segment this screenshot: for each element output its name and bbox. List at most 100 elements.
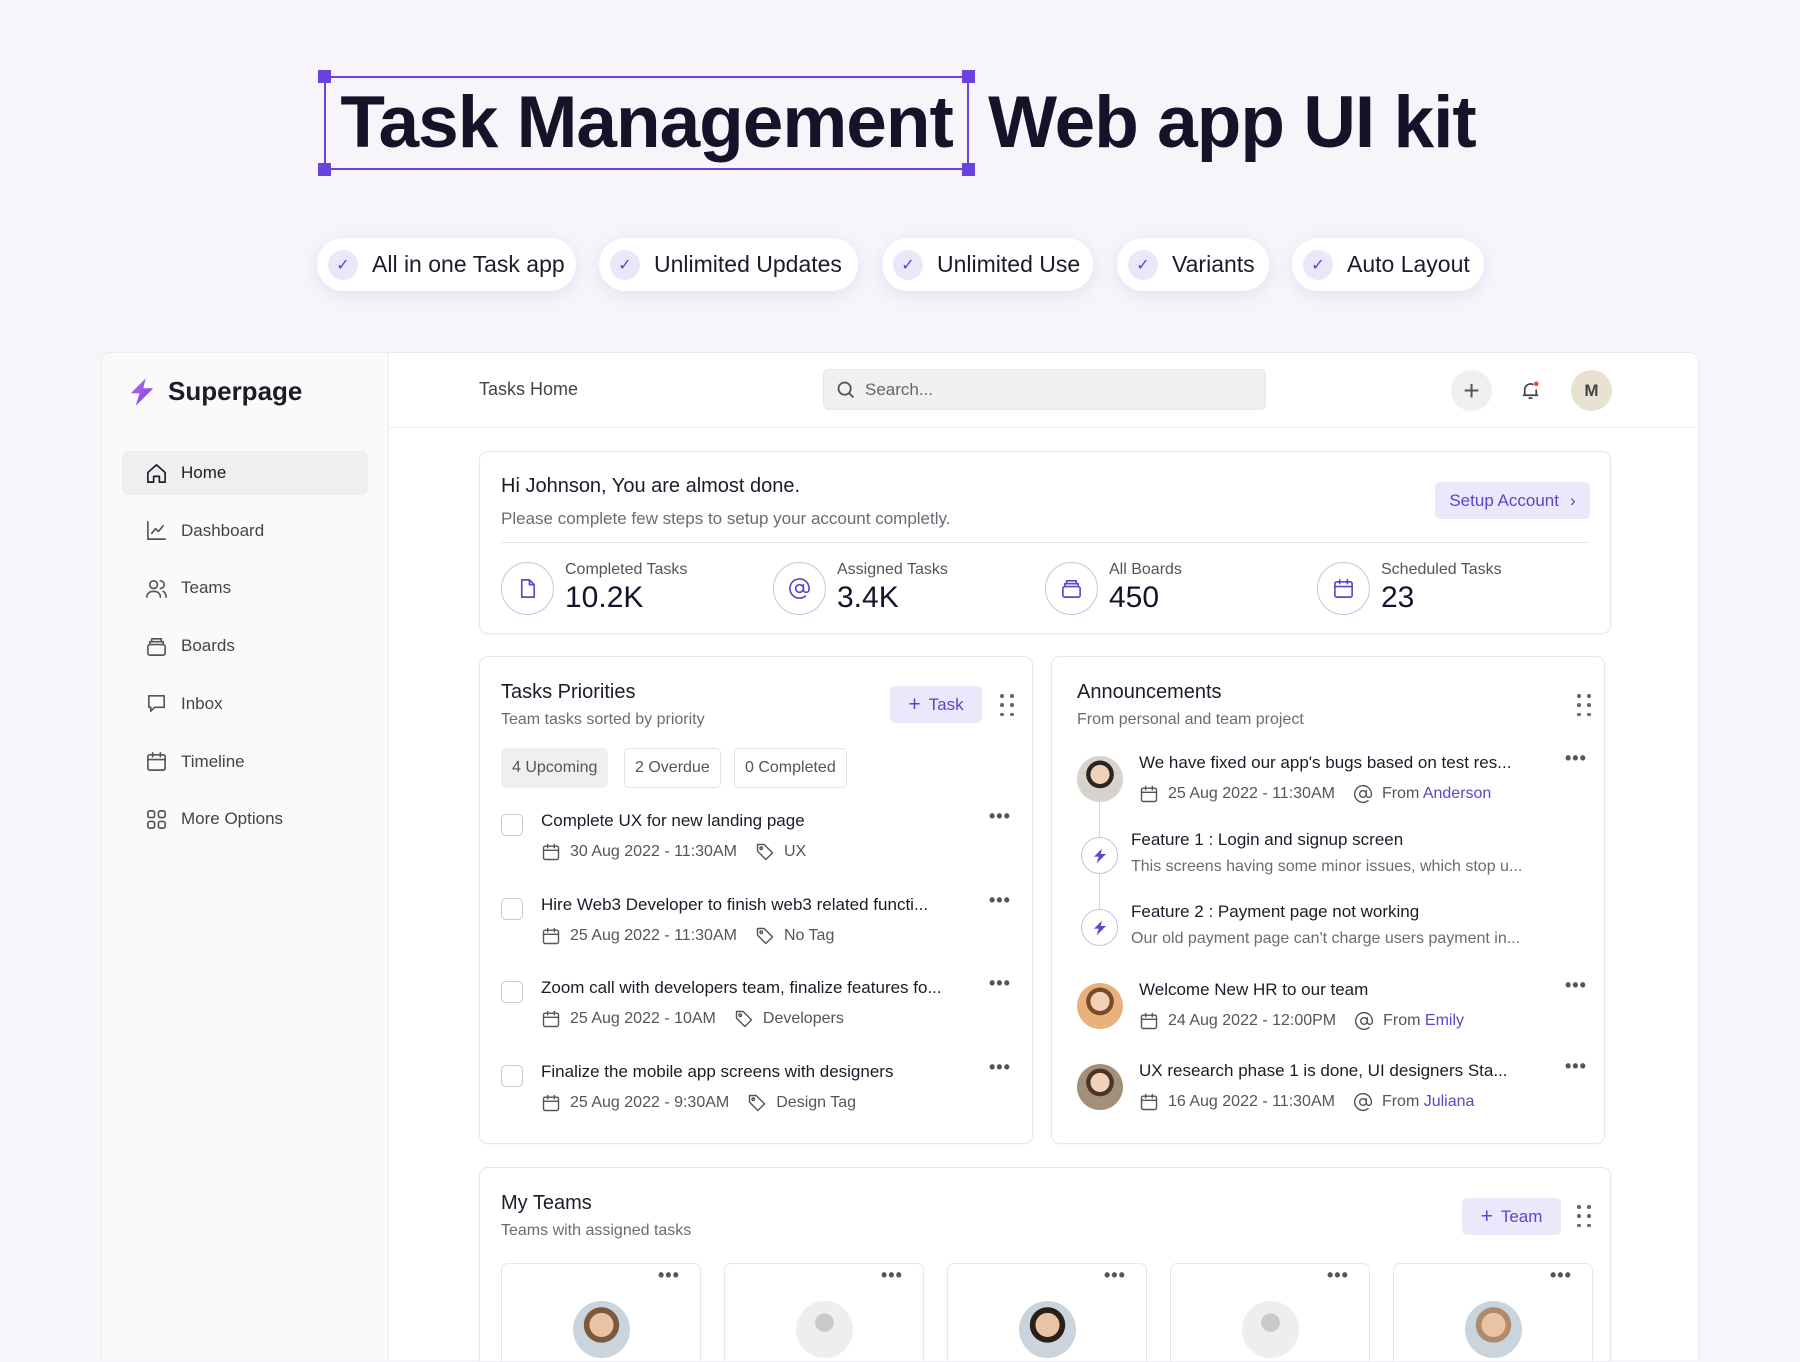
sidebar-item-label: Dashboard — [181, 520, 265, 540]
stat-completed-tasks: Completed Tasks 10.2K — [501, 561, 687, 615]
add-task-button[interactable]: + Task — [890, 686, 982, 723]
team-card[interactable]: ••• — [501, 1263, 701, 1362]
chart-icon — [147, 521, 166, 541]
boards-icon — [147, 637, 166, 656]
team-avatar — [573, 1301, 630, 1358]
task-checkbox[interactable] — [501, 897, 523, 920]
drag-handle-icon[interactable] — [1577, 694, 1591, 717]
stat-scheduled-tasks: Scheduled Tasks 23 — [1317, 561, 1502, 615]
divider — [501, 542, 1589, 543]
calendar-icon — [147, 752, 166, 771]
more-options-icon[interactable]: ••• — [658, 1265, 680, 1285]
task-date: 25 Aug 2022 - 10AM — [570, 1010, 716, 1027]
sidebar-item-dashboard[interactable]: Dashboard — [122, 509, 368, 553]
author-avatar[interactable] — [1077, 756, 1123, 802]
grid-icon — [147, 809, 166, 829]
more-options-icon[interactable]: ••• — [989, 973, 1011, 993]
stat-label: Completed Tasks — [565, 561, 688, 578]
bell-icon[interactable] — [1519, 379, 1542, 402]
brand[interactable]: Superpage — [127, 376, 302, 407]
team-avatar — [1242, 1301, 1299, 1358]
search-icon — [837, 381, 854, 398]
brand-name: Superpage — [168, 376, 303, 406]
from-label: From — [1381, 785, 1420, 802]
team-avatar — [1465, 1301, 1522, 1358]
announcement-date: 16 Aug 2022 - 11:30AM — [1168, 1093, 1335, 1110]
sidebar-item-inbox[interactable]: Inbox — [122, 682, 368, 726]
announcements-subtitle: From personal and team project — [1077, 711, 1304, 728]
add-team-button[interactable]: + Team — [1462, 1198, 1561, 1235]
feature-title[interactable]: Feature 1 : Login and signup screen — [1131, 830, 1404, 849]
add-team-label: Team — [1500, 1206, 1543, 1226]
setup-account-button[interactable]: Setup Account › — [1435, 482, 1590, 519]
task-tag: UX — [783, 843, 807, 860]
from-label: From — [1381, 1093, 1420, 1110]
task-title[interactable]: Hire Web3 Developer to finish web3 relat… — [541, 894, 929, 914]
announcement-title[interactable]: UX research phase 1 is done, UI designer… — [1139, 1061, 1508, 1080]
check-icon: ✓ — [1303, 249, 1333, 280]
author-avatar[interactable] — [1077, 983, 1123, 1029]
stat-value: 3.4K — [837, 581, 899, 614]
task-tag: No Tag — [783, 926, 835, 944]
sidebar-item-timeline[interactable]: Timeline — [122, 740, 368, 784]
add-button[interactable]: + — [1451, 370, 1492, 411]
selection-box: Task Management — [318, 70, 975, 176]
drag-handle-icon[interactable] — [1577, 1205, 1591, 1228]
search-input[interactable]: Search... — [823, 369, 1266, 410]
users-icon — [146, 579, 167, 598]
more-options-icon[interactable]: ••• — [1565, 975, 1587, 995]
author-name[interactable]: Emily — [1424, 1012, 1465, 1029]
filter-tab[interactable]: 0 Completed — [734, 748, 847, 788]
more-options-icon[interactable]: ••• — [1327, 1265, 1349, 1285]
team-card[interactable]: ••• — [947, 1263, 1147, 1362]
sidebar-item-label: Home — [181, 463, 227, 482]
filter-tab[interactable]: 2 Overdue — [624, 748, 721, 788]
app-window: Superpage Home Dashboard Teams Boards Inbox T… — [101, 352, 1699, 1362]
task-title[interactable]: Finalize the mobile app screens with des… — [541, 1061, 894, 1081]
stat-all-boards: All Boards 450 — [1045, 561, 1182, 615]
more-options-icon[interactable]: ••• — [989, 806, 1011, 826]
at-icon — [1355, 1012, 1374, 1031]
announcement-title[interactable]: Welcome New HR to our team — [1139, 980, 1369, 999]
more-options-icon[interactable]: ••• — [1565, 748, 1587, 768]
task-checkbox[interactable] — [501, 1064, 523, 1087]
team-card[interactable]: ••• — [1393, 1263, 1593, 1362]
hero-title-rest: Web app UI kit — [988, 82, 1477, 163]
drag-handle-icon[interactable] — [1000, 694, 1014, 717]
more-options-icon[interactable]: ••• — [989, 889, 1011, 910]
calendar-icon — [542, 1094, 560, 1111]
task-checkbox[interactable] — [501, 814, 523, 836]
calendar-icon — [1140, 785, 1158, 803]
filter-tab[interactable]: 4 Upcoming — [501, 748, 609, 788]
author-avatar[interactable] — [1077, 1064, 1123, 1110]
sidebar-item-more-options[interactable]: More Options — [122, 797, 368, 841]
stat-label: Assigned Tasks — [837, 561, 948, 578]
more-options-icon[interactable]: ••• — [989, 1056, 1011, 1077]
more-options-icon[interactable]: ••• — [1104, 1265, 1126, 1285]
more-options-icon[interactable]: ••• — [1565, 1056, 1587, 1076]
task-checkbox[interactable] — [501, 981, 523, 1003]
stat-label: All Boards — [1109, 561, 1182, 578]
avatar[interactable]: M — [1571, 370, 1612, 411]
feature-pill: ✓ Unlimited Updates — [599, 238, 858, 291]
author-name[interactable]: Juliana — [1423, 1093, 1475, 1110]
task-title[interactable]: Complete UX for new landing page — [541, 811, 805, 830]
sidebar-item-label: Timeline — [181, 751, 245, 771]
author-name[interactable]: Anderson — [1422, 785, 1492, 802]
team-card[interactable]: ••• — [1170, 1263, 1370, 1362]
announcement-title[interactable]: We have fixed our app's bugs based on te… — [1139, 753, 1512, 772]
sidebar-item-label: More Options — [181, 809, 284, 829]
team-card[interactable]: ••• — [724, 1263, 924, 1362]
announcement-date: 25 Aug 2022 - 11:30AM — [1168, 785, 1335, 802]
feature-pill: ✓ Auto Layout — [1292, 238, 1484, 291]
sidebar-item-home[interactable]: Home — [122, 451, 368, 495]
sidebar-item-teams[interactable]: Teams — [122, 566, 368, 610]
task-title[interactable]: Zoom call with developers team, finalize… — [541, 978, 942, 997]
more-options-icon[interactable]: ••• — [1550, 1265, 1572, 1285]
page-title: Tasks Home — [479, 379, 579, 399]
feature-title[interactable]: Feature 2 : Payment page not working — [1131, 902, 1420, 921]
top-header: Tasks Home Search... + M — [389, 353, 1698, 428]
sidebar-item-boards[interactable]: Boards — [122, 624, 368, 668]
more-options-icon[interactable]: ••• — [881, 1265, 903, 1285]
file-icon — [520, 578, 536, 598]
